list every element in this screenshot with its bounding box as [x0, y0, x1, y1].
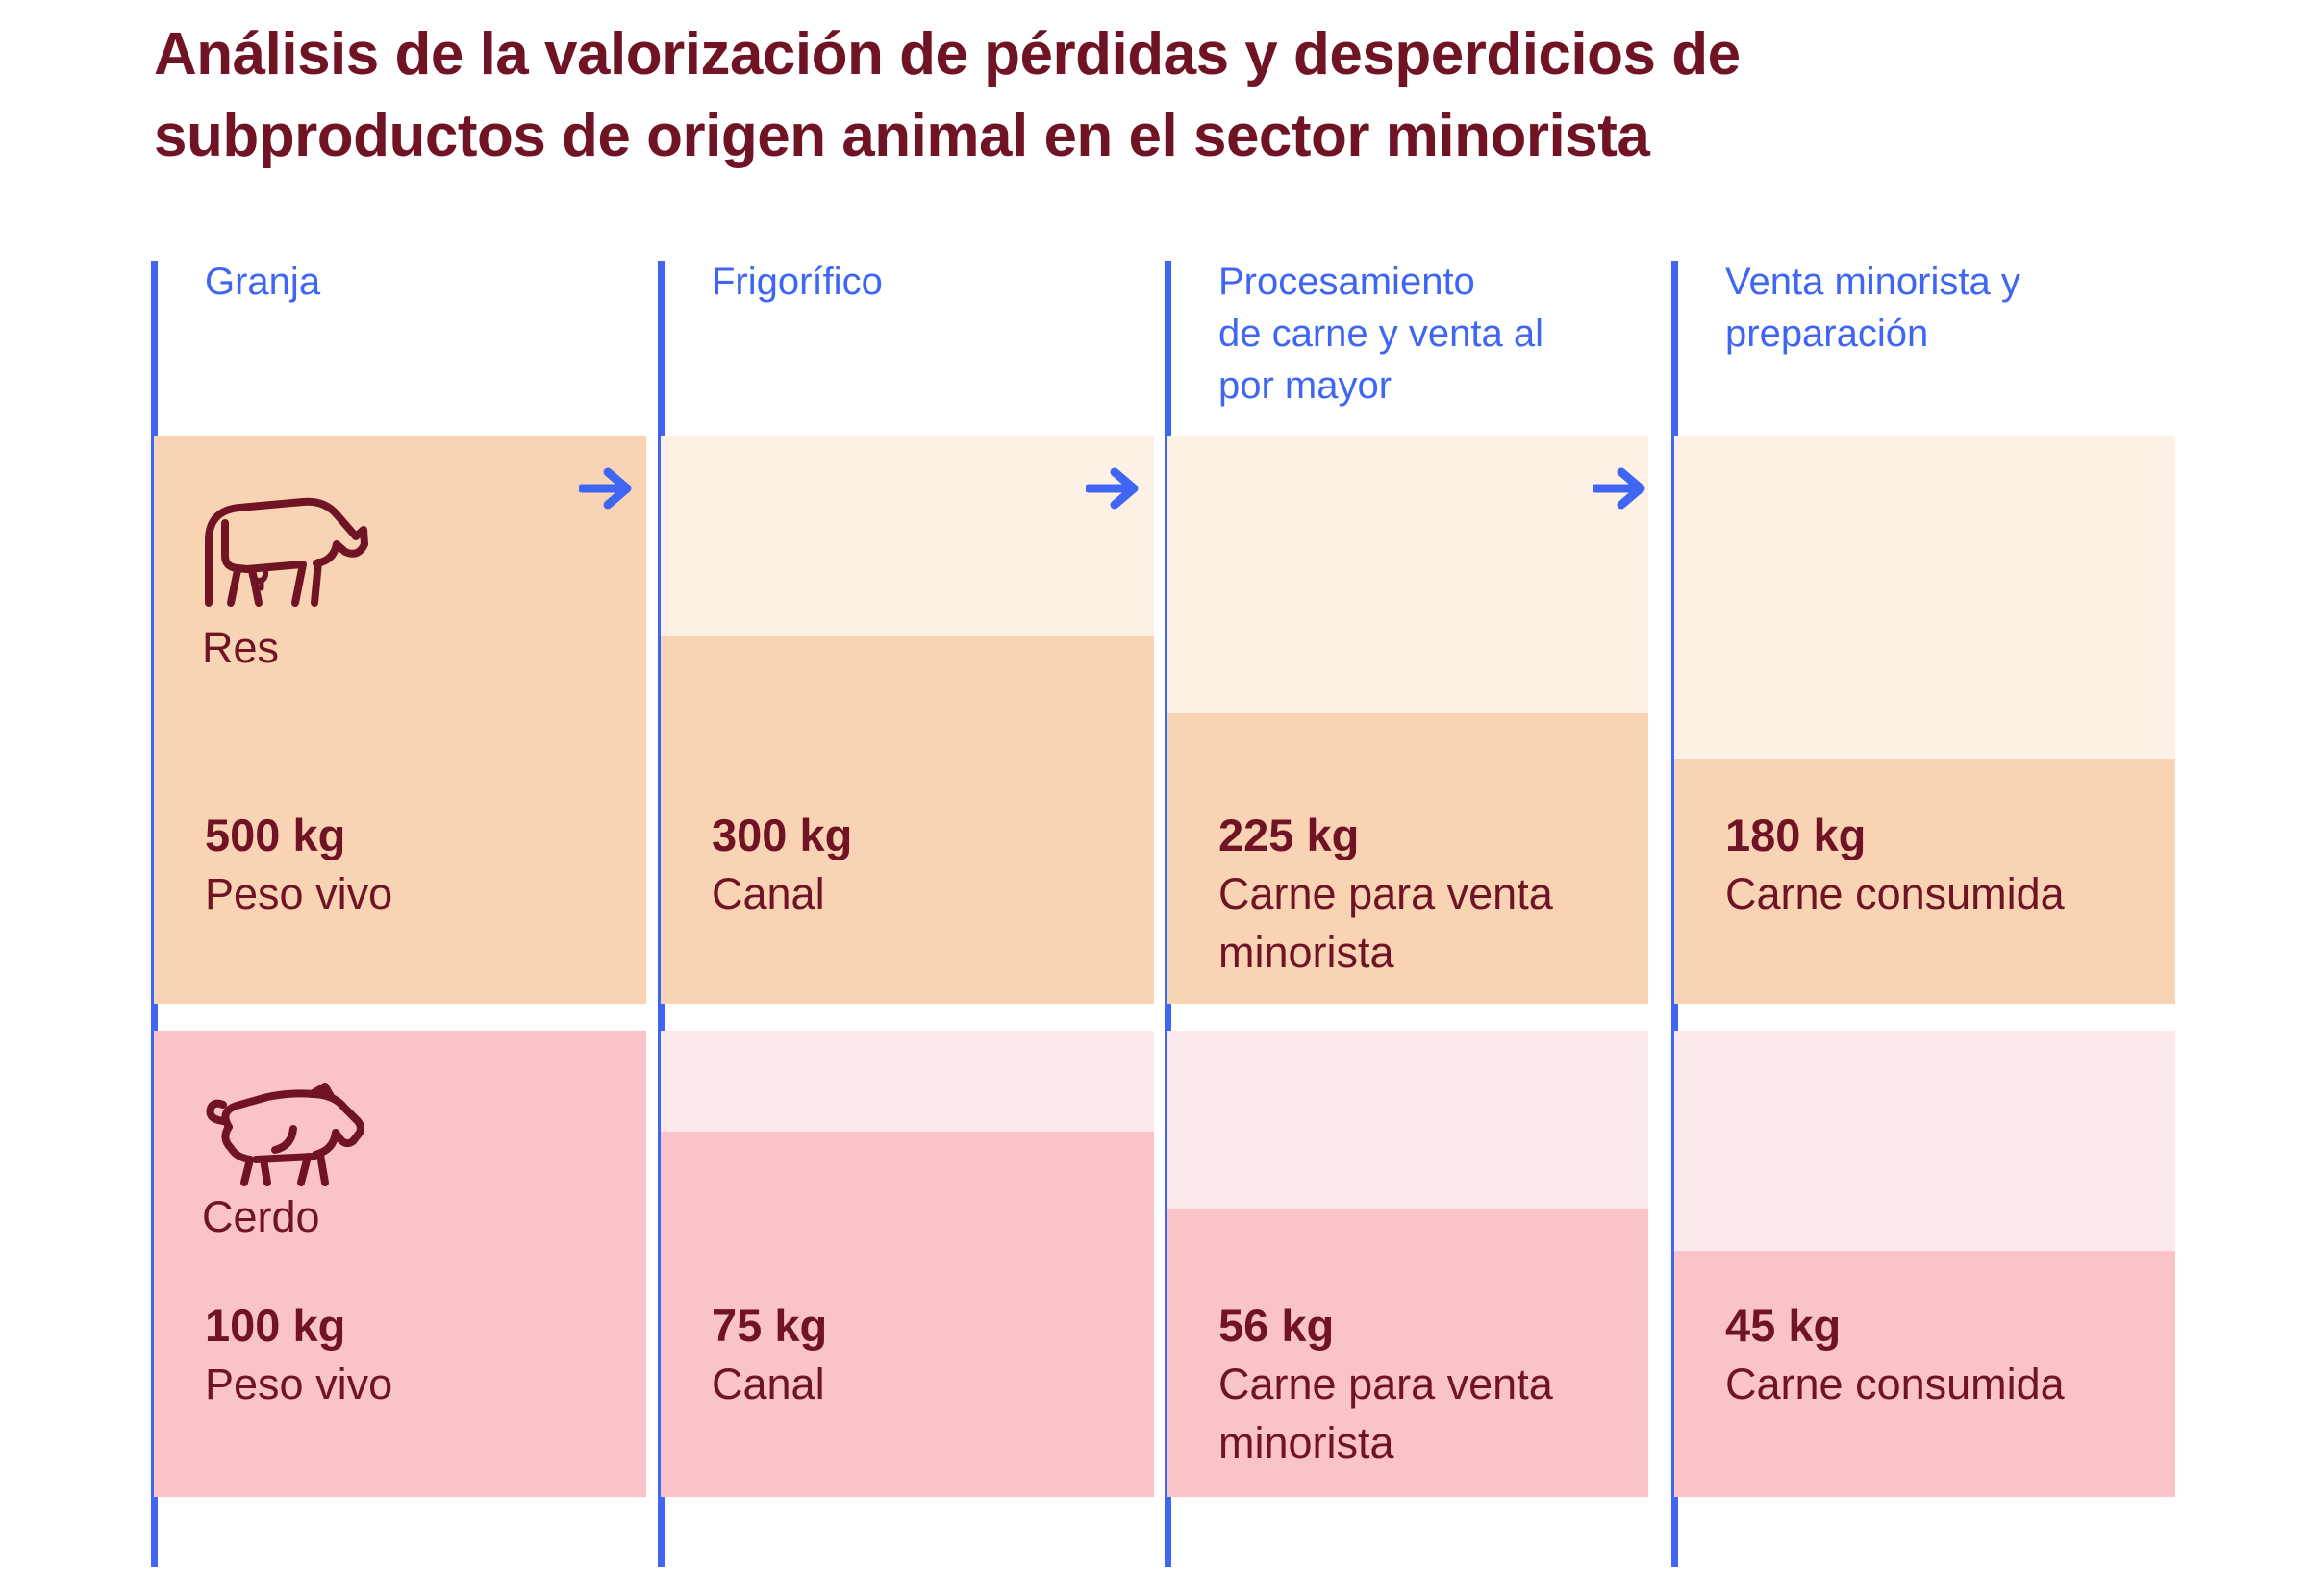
- res-value-procesamiento: 225 kg: [1218, 810, 1360, 860]
- res-stage-frigorifico: 300 kg Canal: [712, 806, 852, 923]
- cerdo-value-procesamiento: 56 kg: [1218, 1300, 1335, 1351]
- res-stage-venta-minorista: 180 kg Carne consumida: [1725, 806, 2065, 923]
- cerdo-value-frigorifico: 75 kg: [712, 1300, 828, 1351]
- res-block-procesamiento: [1167, 436, 1648, 1004]
- cerdo-stage-venta-minorista: 45 kg Carne consumida: [1725, 1296, 2065, 1413]
- res-block-granja: [154, 436, 646, 1004]
- cerdo-stage-label-granja: Peso vivo: [205, 1359, 393, 1409]
- res-fill-procesamiento: [1167, 713, 1648, 1004]
- res-label: Res: [202, 623, 280, 672]
- res-stage-label-granja: Peso vivo: [205, 869, 393, 918]
- res-fill-frigorifico: [661, 636, 1154, 1004]
- cerdo-label: Cerdo: [202, 1192, 320, 1241]
- res-stage-procesamiento: 225 kg Carne para venta minorista: [1218, 806, 1553, 982]
- page-title: Análisis de la valorización de pérdidas …: [154, 21, 1741, 169]
- cerdo-fill-frigorifico: [661, 1132, 1154, 1497]
- arrow-right-icon: [1086, 467, 1139, 510]
- cerdo-value-granja: 100 kg: [205, 1300, 346, 1351]
- res-stage-label-frigorifico: Canal: [712, 869, 825, 918]
- res-fill-venta-minorista: [1674, 759, 2175, 1004]
- pig-icon: [206, 1083, 364, 1186]
- column-header-frigorifico: Frigorífico: [712, 261, 883, 303]
- res-value-frigorifico: 300 kg: [712, 810, 853, 860]
- cow-icon: [205, 497, 368, 607]
- res-value-venta-minorista: 180 kg: [1725, 810, 1867, 860]
- column-header-procesamiento: Procesamiento de carne y venta al por ma…: [1218, 261, 1543, 407]
- res-block-venta-minorista: [1674, 436, 2175, 1004]
- cerdo-stage-procesamiento: 56 kg Carne para venta minorista: [1218, 1296, 1553, 1472]
- arrow-right-icon: [1593, 467, 1645, 510]
- cerdo-stage-label-procesamiento: Carne para venta minorista: [1218, 1359, 1553, 1467]
- column-header-venta-minorista: Venta minorista y preparación: [1725, 261, 2020, 355]
- cerdo-block-venta-minorista: [1674, 1031, 2175, 1497]
- cerdo-stage-frigorifico: 75 kg Canal: [712, 1296, 827, 1413]
- res-stage-label-venta-minorista: Carne consumida: [1725, 869, 2065, 918]
- cerdo-block-procesamiento: [1167, 1031, 1648, 1497]
- cerdo-block-frigorifico: [661, 1031, 1154, 1497]
- res-stage-granja: 500 kg Peso vivo: [205, 806, 392, 923]
- cerdo-stage-granja: 100 kg Peso vivo: [205, 1296, 392, 1413]
- res-value-granja: 500 kg: [205, 810, 346, 860]
- cerdo-fill-venta-minorista: [1674, 1251, 2175, 1497]
- cerdo-fill-procesamiento: [1167, 1209, 1648, 1497]
- arrow-right-icon: [579, 467, 632, 510]
- column-header-granja: Granja: [205, 261, 321, 303]
- cerdo-stage-label-frigorifico: Canal: [712, 1359, 825, 1409]
- cerdo-stage-label-venta-minorista: Carne consumida: [1725, 1359, 2065, 1409]
- cerdo-value-venta-minorista: 45 kg: [1725, 1300, 1842, 1351]
- res-fill-granja: [154, 436, 646, 1004]
- res-stage-label-procesamiento: Carne para venta minorista: [1218, 869, 1553, 977]
- res-block-frigorifico: [661, 436, 1154, 1004]
